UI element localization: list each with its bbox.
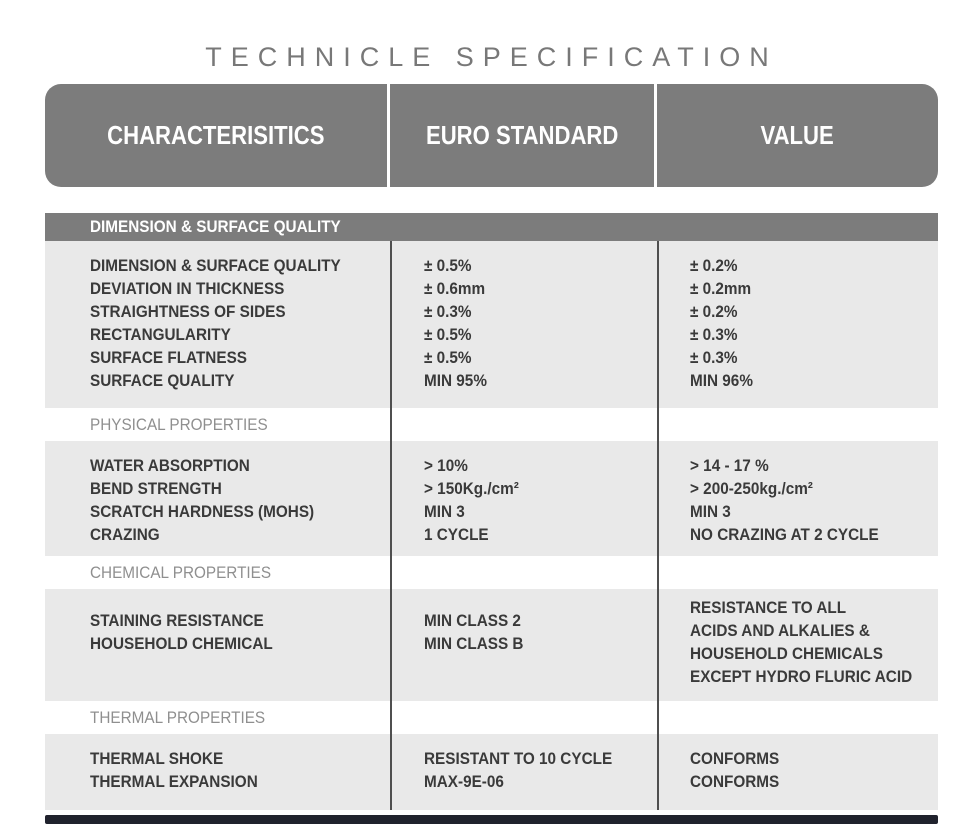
section-header-label: DIMENSION & SURFACE QUALITY [90, 217, 341, 236]
spec-value: MIN 96% [690, 371, 753, 390]
section-header-label: PHYSICAL PROPERTIES [90, 415, 268, 434]
column-characteristics: DIMENSION & SURFACE QUALITY DEVIATION IN… [45, 241, 390, 408]
section-header-physical: PHYSICAL PROPERTIES [45, 408, 938, 441]
column-euro-standard: MIN CLASS 2 MIN CLASS B [390, 589, 657, 701]
spec-label: SCRATCH HARDNESS (MOHS) [90, 502, 315, 521]
header-cell-value: VALUE [657, 84, 938, 187]
spec-value: ± 0.3% [690, 348, 738, 367]
euro-standard-value: MIN CLASS 2 [424, 611, 521, 630]
header-cell-euro-standard: EURO STANDARD [390, 84, 657, 187]
section-block-chemical: STAINING RESISTANCE HOUSEHOLD CHEMICAL M… [45, 589, 938, 701]
spec-label: BEND STRENGTH [90, 479, 222, 498]
header-label: EURO STANDARD [425, 120, 619, 150]
euro-standard-value: ± 0.5% [424, 325, 472, 344]
spec-value: ± 0.2mm [690, 279, 752, 298]
empty-cell [657, 408, 938, 441]
spec-value: ± 0.2% [690, 302, 738, 321]
spec-label: HOUSEHOLD CHEMICAL [90, 634, 273, 653]
euro-standard-value: ± 0.5% [424, 348, 472, 367]
section-block-thermal: THERMAL SHOKE THERMAL EXPANSION RESISTAN… [45, 734, 938, 810]
section-header-thermal: THERMAL PROPERTIES [45, 701, 938, 734]
spec-label: THERMAL EXPANSION [90, 772, 258, 791]
spec-value: ± 0.3% [690, 325, 738, 344]
footer-bar [45, 815, 938, 824]
euro-standard-value: RESISTANT TO 10 CYCLE [424, 749, 613, 768]
column-euro-standard: ± 0.5% ± 0.6mm ± 0.3% ± 0.5% ± 0.5% MIN … [390, 241, 657, 408]
spec-label: SURFACE QUALITY [90, 371, 235, 390]
euro-standard-value: > 150Kg./cm² [424, 479, 519, 498]
empty-cell [657, 556, 938, 589]
empty-cell [390, 556, 657, 589]
page-title: TECHNICLE SPECIFICATION [205, 42, 778, 72]
spec-value: ACIDS AND ALKALIES & [690, 621, 870, 640]
spec-value: HOUSEHOLD CHEMICALS [690, 644, 883, 663]
section-block-physical: WATER ABSORPTION BEND STRENGTH SCRATCH H… [45, 441, 938, 556]
column-euro-standard: RESISTANT TO 10 CYCLE MAX-9E-06 [390, 734, 657, 810]
euro-standard-value: ± 0.5% [424, 256, 472, 275]
section-header-label: THERMAL PROPERTIES [90, 708, 266, 727]
column-value: > 14 - 17 % > 200-250kg./cm² MIN 3 NO CR… [657, 441, 938, 556]
section-header-label: CHEMICAL PROPERTIES [90, 563, 272, 582]
section-header-label-cell: THERMAL PROPERTIES [45, 701, 390, 734]
euro-standard-value: MIN 3 [424, 502, 465, 521]
empty-cell [657, 701, 938, 734]
empty-cell [390, 408, 657, 441]
specification-table: CHARACTERISITICS EURO STANDARD VALUE DIM… [45, 84, 938, 810]
section-header-chemical: CHEMICAL PROPERTIES [45, 556, 938, 589]
section-header-dimension: DIMENSION & SURFACE QUALITY [45, 213, 938, 241]
euro-standard-value: MIN 95% [424, 371, 487, 390]
euro-standard-value: MIN CLASS B [424, 634, 524, 653]
spec-label: THERMAL SHOKE [90, 749, 224, 768]
empty-cell [390, 701, 657, 734]
column-characteristics: WATER ABSORPTION BEND STRENGTH SCRATCH H… [45, 441, 390, 556]
euro-standard-value: MAX-9E-06 [424, 772, 504, 791]
column-characteristics: STAINING RESISTANCE HOUSEHOLD CHEMICAL [45, 589, 390, 701]
spec-value: MIN 3 [690, 502, 731, 521]
section-block-dimension: DIMENSION & SURFACE QUALITY DEVIATION IN… [45, 241, 938, 408]
euro-standard-value: 1 CYCLE [424, 525, 489, 544]
spec-label: DIMENSION & SURFACE QUALITY [90, 256, 341, 275]
header-label: CHARACTERISITICS [107, 120, 325, 150]
spec-value: CONFORMS [690, 749, 780, 768]
spec-label: STRAIGHTNESS OF SIDES [90, 302, 286, 321]
spec-label: DEVIATION IN THICKNESS [90, 279, 285, 298]
spec-label: CRAZING [90, 525, 160, 544]
column-euro-standard: > 10% > 150Kg./cm² MIN 3 1 CYCLE [390, 441, 657, 556]
spec-label: STAINING RESISTANCE [90, 611, 264, 630]
euro-standard-value: ± 0.6mm [424, 279, 486, 298]
section-header-label-cell: CHEMICAL PROPERTIES [45, 556, 390, 589]
spacer [45, 187, 938, 213]
spec-label: WATER ABSORPTION [90, 456, 250, 475]
column-value: CONFORMS CONFORMS [657, 734, 938, 810]
spec-value: EXCEPT HYDRO FLURIC ACID [690, 667, 913, 686]
spec-label: SURFACE FLATNESS [90, 348, 247, 367]
column-characteristics: THERMAL SHOKE THERMAL EXPANSION [45, 734, 390, 810]
section-header-label-cell: PHYSICAL PROPERTIES [45, 408, 390, 441]
euro-standard-value: > 10% [424, 456, 468, 475]
header-cell-characteristics: CHARACTERISITICS [45, 84, 390, 187]
spec-value: > 14 - 17 % [690, 456, 769, 475]
euro-standard-value: ± 0.3% [424, 302, 472, 321]
header-label: VALUE [760, 120, 835, 150]
table-header-row: CHARACTERISITICS EURO STANDARD VALUE [45, 84, 938, 187]
spec-value: NO CRAZING AT 2 CYCLE [690, 525, 879, 544]
spec-value: > 200-250kg./cm² [690, 479, 813, 498]
column-value: RESISTANCE TO ALL ACIDS AND ALKALIES & H… [657, 589, 938, 701]
column-value: ± 0.2% ± 0.2mm ± 0.2% ± 0.3% ± 0.3% MIN … [657, 241, 938, 408]
spec-label: RECTANGULARITY [90, 325, 231, 344]
spec-value: RESISTANCE TO ALL [690, 598, 847, 617]
spec-value: CONFORMS [690, 772, 780, 791]
spec-value: ± 0.2% [690, 256, 738, 275]
